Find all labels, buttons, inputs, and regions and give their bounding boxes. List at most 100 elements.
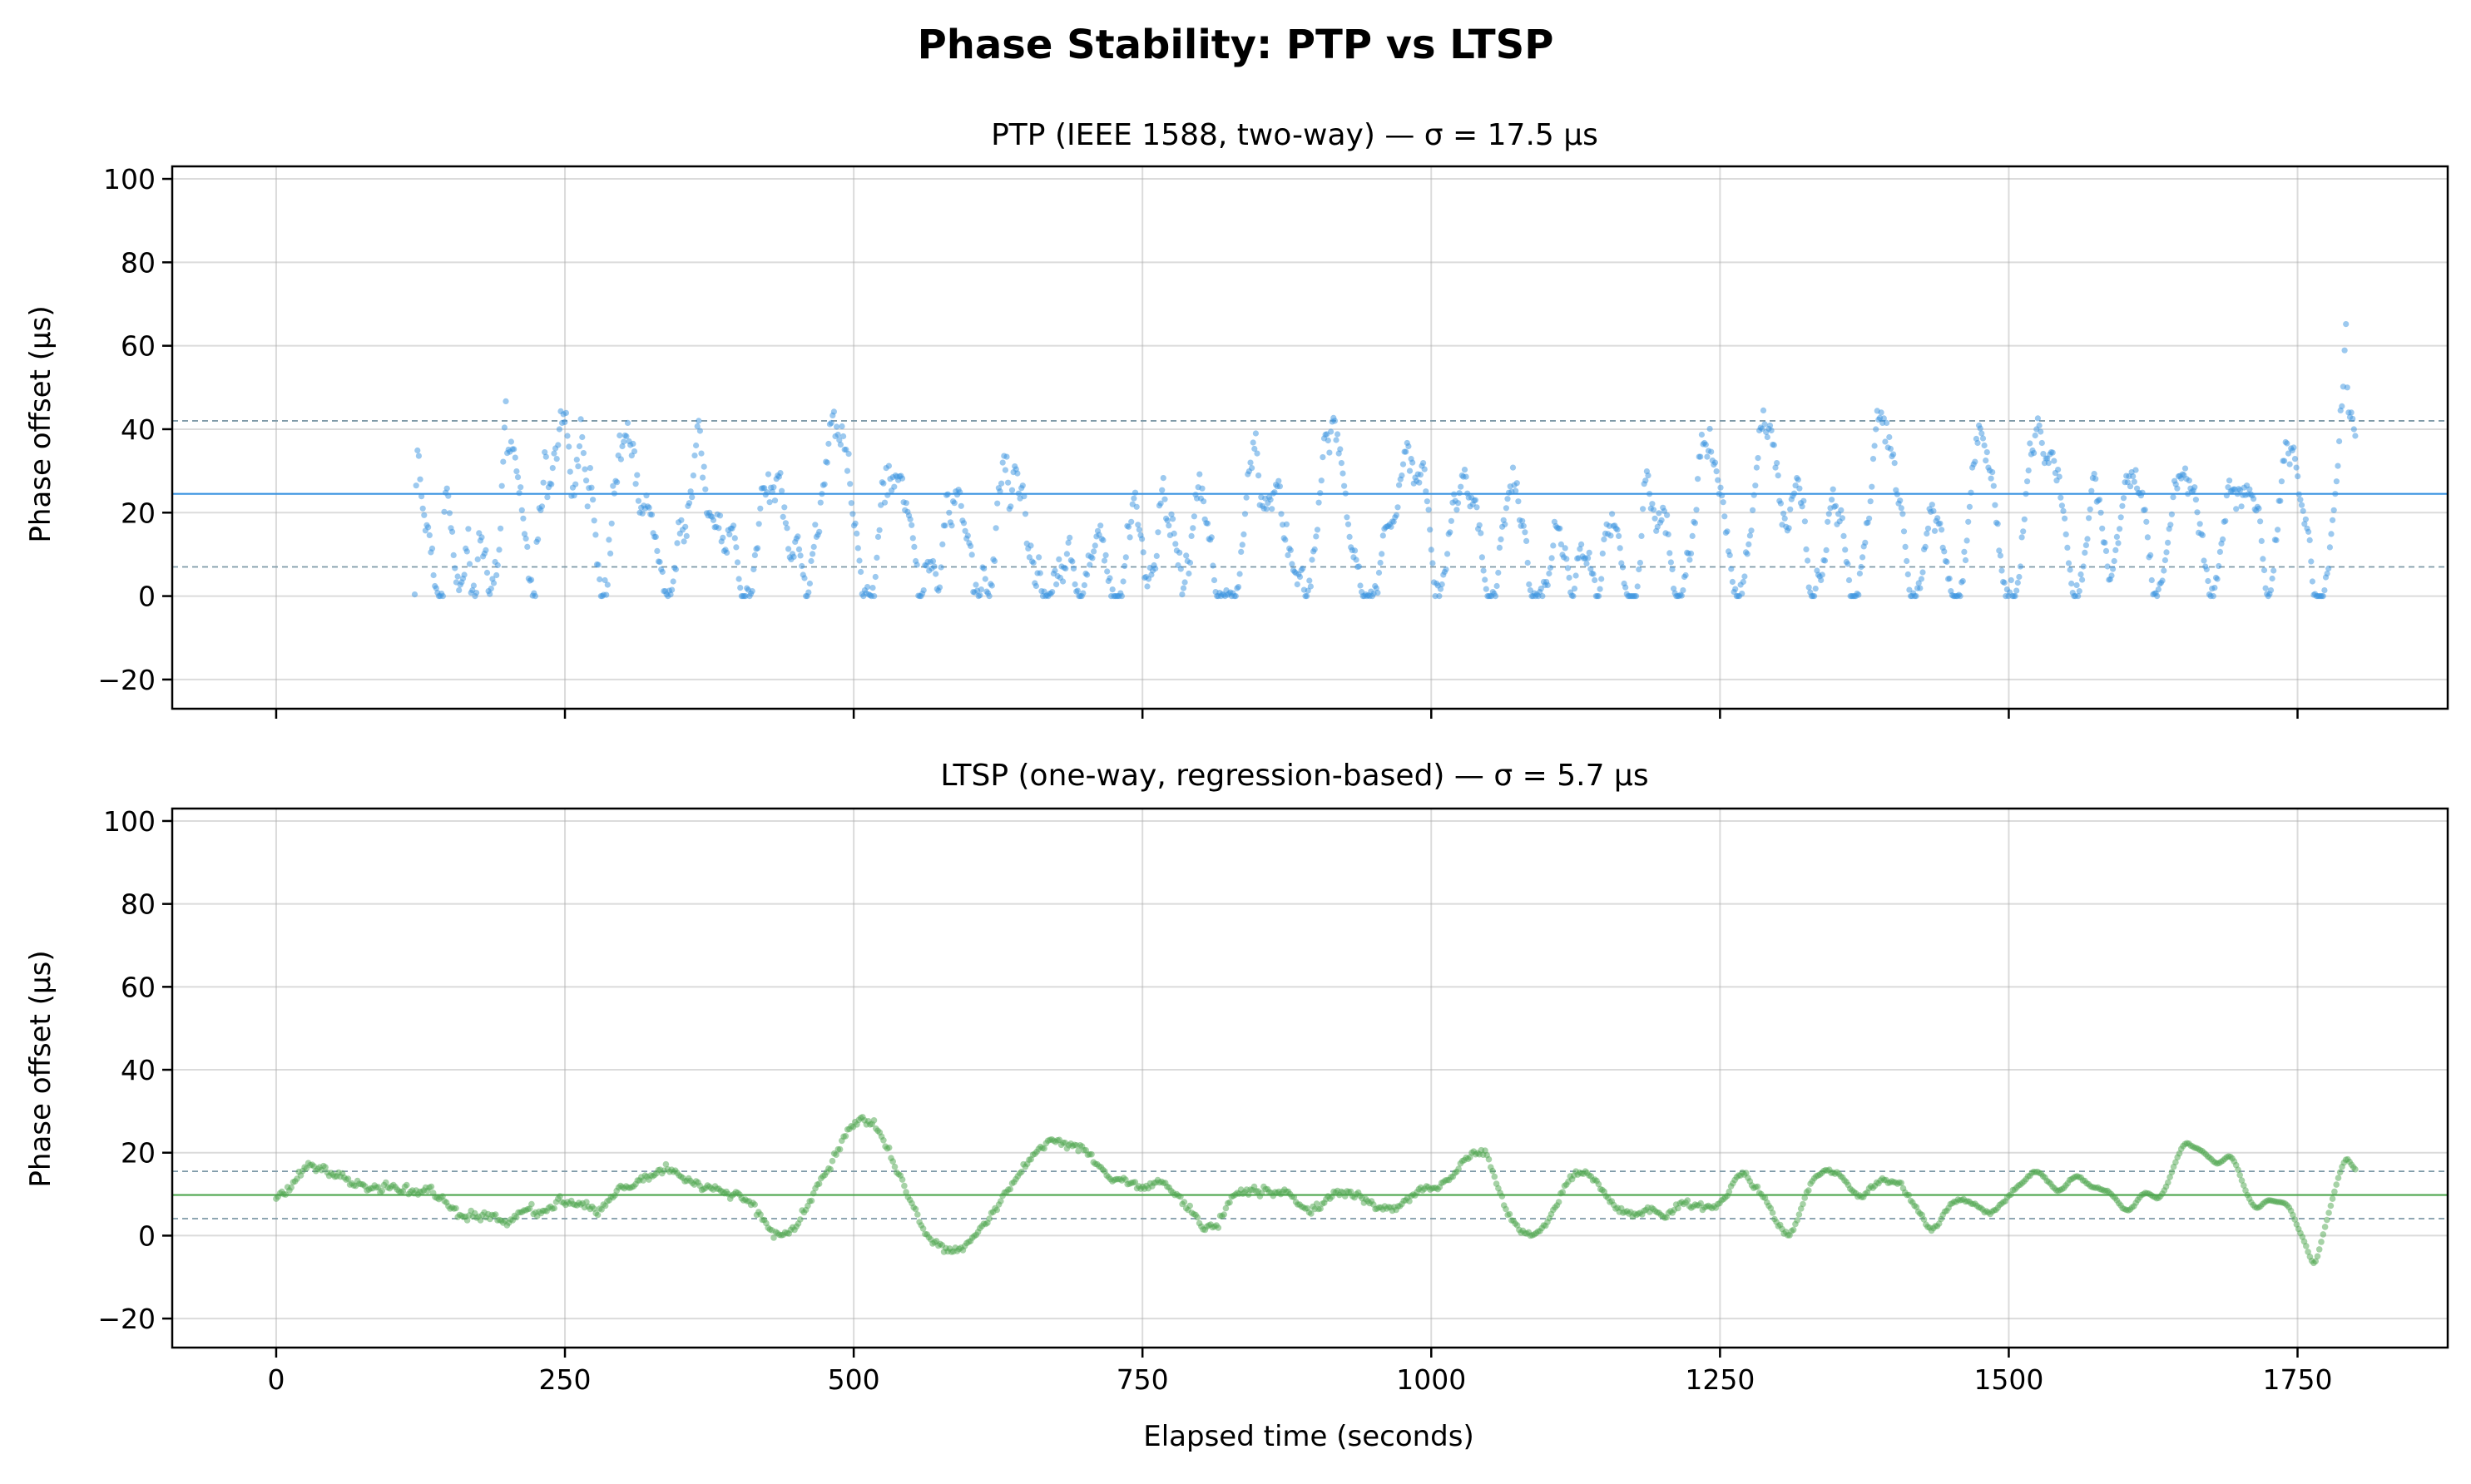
ptp-data-point bbox=[1176, 549, 1183, 556]
ptp-data-point bbox=[494, 561, 501, 569]
ptp-data-point bbox=[1186, 570, 1192, 577]
ptp-data-point bbox=[1326, 449, 1333, 456]
ptp-data-point bbox=[2257, 518, 2264, 525]
ptp-data-point bbox=[1761, 421, 1768, 428]
ltsp-data-point bbox=[998, 1198, 1004, 1205]
ptp-data-point bbox=[2309, 578, 2315, 585]
ptp-data-point bbox=[2060, 507, 2067, 514]
ptp-data-point bbox=[2045, 460, 2052, 467]
ptp-ytick-label: 60 bbox=[121, 330, 156, 363]
ltsp-axes: 0 250 500 750 1000 1250 1500 1750 −20 0 20 40 60 80 10… bbox=[97, 805, 2449, 1396]
ptp-data-point bbox=[957, 489, 963, 496]
ptp-data-point bbox=[430, 571, 437, 579]
ptp-data-point bbox=[1131, 495, 1137, 502]
ptp-data-point bbox=[572, 481, 579, 487]
ltsp-data-point bbox=[662, 1160, 670, 1168]
ptp-data-point bbox=[1801, 518, 1808, 525]
ptp-data-point bbox=[1595, 593, 1602, 600]
ptp-data-point bbox=[1805, 584, 1812, 591]
ptp-data-point bbox=[501, 424, 508, 431]
ltsp-data-point bbox=[1506, 1210, 1513, 1218]
ltsp-data-point bbox=[1341, 1193, 1349, 1200]
ptp-data-point bbox=[521, 531, 528, 537]
ptp-data-point bbox=[2281, 458, 2288, 464]
ptp-data-point bbox=[1539, 593, 1546, 600]
ltsp-data-point bbox=[2168, 1169, 2176, 1175]
ltsp-reference-lines bbox=[172, 1170, 2448, 1219]
ltsp-data-point bbox=[551, 1205, 557, 1212]
ptp-data-point bbox=[1886, 433, 1893, 441]
ptp-data-point bbox=[1764, 433, 1770, 441]
ptp-data-point bbox=[1882, 438, 1889, 445]
ptp-y-axis-label: Phase offset (µs) bbox=[24, 305, 57, 542]
ptp-data-point bbox=[1959, 577, 1966, 585]
ptp-data-point bbox=[2211, 585, 2218, 591]
ptp-data-point bbox=[532, 593, 539, 600]
ptp-data-point bbox=[1871, 443, 1878, 449]
ptp-data-point bbox=[2191, 484, 2198, 491]
ptp-data-point bbox=[2214, 576, 2221, 582]
ltsp-data-point bbox=[1455, 1165, 1462, 1172]
ptp-data-point bbox=[1645, 472, 1651, 479]
ptp-data-point bbox=[852, 520, 859, 527]
ptp-data-point bbox=[749, 588, 755, 595]
ptp-data-point bbox=[1774, 460, 1780, 467]
ltsp-data-point bbox=[1177, 1193, 1184, 1200]
ptp-data-point bbox=[1320, 454, 1326, 461]
ptp-panel: PTP (IEEE 1588, two-way) — σ = 17.5 µs P… bbox=[24, 118, 2449, 719]
ptp-data-point bbox=[1135, 522, 1141, 528]
ptp-data-point bbox=[1235, 584, 1242, 591]
ptp-data-point bbox=[1752, 482, 1759, 489]
ptp-data-point bbox=[2344, 384, 2350, 391]
ptp-data-point bbox=[1287, 547, 1294, 554]
ptp-data-point bbox=[2162, 556, 2168, 564]
ptp-data-point bbox=[1503, 505, 1509, 512]
ptp-data-point bbox=[2062, 531, 2069, 538]
ltsp-data-point bbox=[1290, 1194, 1298, 1200]
ptp-data-point bbox=[1732, 586, 1739, 592]
ptp-data-point bbox=[1862, 539, 1869, 547]
ptp-data-point bbox=[1686, 556, 1693, 563]
ptp-data-point bbox=[414, 447, 421, 454]
ptp-data-point bbox=[1493, 582, 1500, 590]
ptp-data-point bbox=[1483, 586, 1489, 592]
ptp-data-point bbox=[1919, 569, 1926, 576]
ptp-data-point bbox=[2038, 428, 2044, 435]
ptp-data-point bbox=[1898, 505, 1904, 512]
ptp-data-point bbox=[2117, 526, 2123, 532]
ptp-data-point bbox=[1770, 442, 1777, 448]
ptp-data-point bbox=[562, 409, 570, 416]
ptp-data-point bbox=[1399, 472, 1405, 479]
ltsp-data-point bbox=[1794, 1217, 1800, 1224]
ptp-data-point bbox=[1744, 551, 1750, 557]
ltsp-data-point bbox=[899, 1176, 906, 1183]
ptp-data-point bbox=[426, 532, 433, 539]
ptp-reference-lines bbox=[172, 420, 2448, 568]
ptp-data-point bbox=[2167, 522, 2174, 528]
ptp-data-point bbox=[513, 468, 520, 475]
ptp-data-point bbox=[1019, 482, 1026, 489]
ptp-data-point bbox=[1172, 541, 1179, 547]
ptp-data-point bbox=[1519, 517, 1526, 524]
ptp-data-point bbox=[1799, 503, 1805, 510]
ptp-data-point bbox=[1101, 557, 1108, 564]
ptp-data-point bbox=[580, 450, 587, 457]
ptp-data-point bbox=[2258, 537, 2265, 545]
ptp-data-point bbox=[1170, 516, 1176, 522]
ptp-data-point bbox=[2159, 577, 2166, 584]
ltsp-data-point bbox=[1181, 1199, 1188, 1205]
ptp-data-point bbox=[1160, 475, 1166, 482]
ptp-data-point bbox=[683, 532, 690, 540]
ptp-data-point bbox=[2038, 439, 2045, 447]
ptp-data-point bbox=[1640, 506, 1647, 512]
ltsp-data-point bbox=[1754, 1183, 1761, 1190]
ptp-data-point bbox=[2016, 573, 2023, 581]
ptp-data-point bbox=[597, 576, 603, 583]
ltsp-data-point bbox=[1905, 1191, 1913, 1199]
ptp-data-point bbox=[520, 515, 527, 522]
ptp-data-point bbox=[1830, 486, 1836, 492]
ptp-data-point bbox=[1913, 593, 1919, 600]
ptp-data-point bbox=[769, 488, 775, 495]
ptp-data-point bbox=[839, 423, 845, 430]
ptp-data-point bbox=[439, 593, 447, 600]
